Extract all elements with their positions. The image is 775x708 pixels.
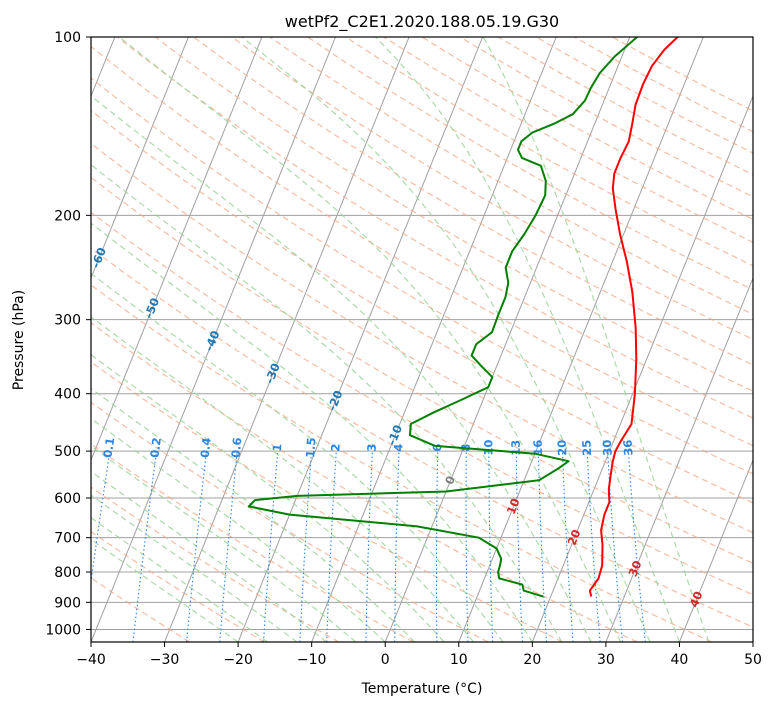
- x-tick-label: 30: [597, 652, 615, 668]
- moist-adiabat-line: [241, 37, 651, 642]
- y-axis-ticks: 100 200 300 400 500 600 700 800 900 1000: [45, 30, 91, 638]
- dry-adiabat-line: [91, 247, 753, 628]
- isotherm-line: [458, 37, 704, 642]
- moist-adiabat-line: [119, 37, 622, 642]
- mixing-ratio-line: [627, 451, 646, 642]
- dry-adiabat-line: [91, 176, 753, 564]
- x-tick-label: 40: [671, 652, 689, 668]
- isotherm-label: 30: [626, 559, 645, 579]
- mixing-ratio-lines: [91, 451, 646, 642]
- mixing-ratio-line: [91, 451, 111, 586]
- moist-adiabat-lines: [91, 37, 710, 642]
- mixing-ratio-label: 1: [270, 443, 285, 452]
- isotherm-line: [605, 276, 753, 642]
- y-tick-label: 900: [54, 595, 81, 611]
- dry-adiabat-line: [91, 211, 753, 596]
- moist-adiabat-line: [91, 470, 327, 642]
- profile-series: [247, 37, 679, 598]
- mixing-ratio-label: 20: [555, 439, 570, 455]
- moist-adiabat-line: [91, 316, 474, 642]
- moist-adiabat-line: [91, 494, 298, 642]
- mixing-ratio-label: 2: [328, 443, 342, 452]
- dry-adiabat-lines: [91, 37, 753, 642]
- isotherm-line: [91, 37, 263, 462]
- isotherm-line: [384, 37, 631, 642]
- dry-adiabat-line: [91, 486, 340, 642]
- plot-frame: [90, 36, 754, 643]
- moist-adiabat-line: [91, 445, 357, 642]
- x-tick-label: −30: [150, 652, 180, 668]
- y-tick-label: 100: [54, 30, 81, 46]
- y-tick-label: 300: [54, 313, 81, 329]
- moist-adiabat-line: [91, 354, 445, 642]
- moist-adiabat-line: [91, 272, 504, 642]
- isotherm-label: 20: [565, 527, 584, 547]
- mixing-ratio-line: [219, 451, 238, 642]
- x-tick-label: 0: [381, 652, 390, 668]
- dry-adiabat-line: [91, 45, 753, 447]
- temperature-profile: [588, 37, 679, 597]
- mixing-ratio-label: 36: [620, 439, 635, 456]
- dry-adiabat-line: [117, 37, 753, 419]
- isotherm-line: [164, 37, 410, 642]
- x-tick-label: 20: [523, 652, 541, 668]
- moist-adiabat-line: [91, 164, 563, 642]
- moist-adiabat-line: [482, 37, 710, 642]
- mixing-ratio-label: 3: [365, 443, 379, 452]
- mixing-ratio-label: 25: [579, 439, 594, 456]
- moist-adiabat-line: [91, 222, 533, 642]
- moist-adiabat-line: [91, 517, 268, 642]
- dry-adiabat-line: [155, 37, 753, 392]
- moist-adiabat-line: [374, 37, 680, 642]
- y-tick-label: 500: [54, 444, 81, 460]
- dry-adiabat-line: [91, 284, 713, 642]
- mixing-ratio-label: 0.2: [147, 437, 164, 459]
- y-tick-label: 800: [54, 565, 81, 581]
- x-tick-label: −10: [297, 652, 327, 668]
- y-tick-label: 600: [54, 491, 81, 507]
- mixing-ratio-label: 1.5: [303, 437, 318, 458]
- x-tick-label: −20: [223, 652, 253, 668]
- y-tick-label: 200: [54, 208, 81, 224]
- mixing-ratio-label: 0.4: [198, 437, 214, 459]
- dry-adiabat-line: [91, 322, 638, 642]
- mixing-ratio-line: [132, 451, 158, 642]
- mixing-ratio-line: [186, 451, 208, 642]
- mixing-ratio-label: 16: [531, 440, 545, 456]
- x-tick-label: −40: [76, 652, 106, 668]
- x-axis-label: Temperature (°C): [361, 681, 483, 697]
- isotherm-line: [91, 37, 189, 280]
- dry-adiabat-line: [91, 443, 414, 642]
- x-tick-label: 50: [744, 652, 762, 668]
- isotherm-label: 10: [504, 496, 523, 516]
- mixing-ratio-line: [607, 451, 624, 642]
- isotherm-line: [678, 458, 753, 642]
- chart-title: wetPf2_C2E1.2020.188.05.19.G30: [285, 12, 559, 32]
- isotherm-line: [237, 37, 484, 642]
- isotherm-label: 40: [687, 589, 706, 609]
- x-tick-label: 10: [450, 652, 468, 668]
- isotherm-lines: [91, 37, 753, 642]
- dry-adiabat-line: [91, 77, 753, 475]
- y-tick-label: 1000: [45, 622, 81, 638]
- y-tick-label: 400: [54, 387, 81, 403]
- moist-adiabat-line: [91, 95, 592, 642]
- mixing-ratio-label: 0.1: [100, 437, 117, 459]
- isotherm-line: [91, 37, 337, 642]
- mixing-ratio-label: 30: [600, 439, 615, 456]
- isotherm-line: [311, 37, 557, 642]
- mixing-ratio-label: 6: [430, 444, 444, 452]
- plot-area: -100-90-80-70-60-50-40-30-20-10010203040…: [91, 37, 753, 642]
- y-axis-label: Pressure (hPa): [11, 290, 27, 390]
- mixing-ratio-label: 0.6: [228, 437, 244, 459]
- x-axis-ticks: −40 −30 −20 −10 0 10 20 30 40 50: [76, 642, 762, 668]
- dewpoint-profile: [247, 37, 638, 598]
- y-tick-label: 700: [54, 531, 81, 547]
- mixing-ratio-label: 10: [481, 440, 495, 456]
- moist-adiabat-line: [91, 387, 416, 642]
- mixing-ratio-label: 4: [391, 443, 405, 452]
